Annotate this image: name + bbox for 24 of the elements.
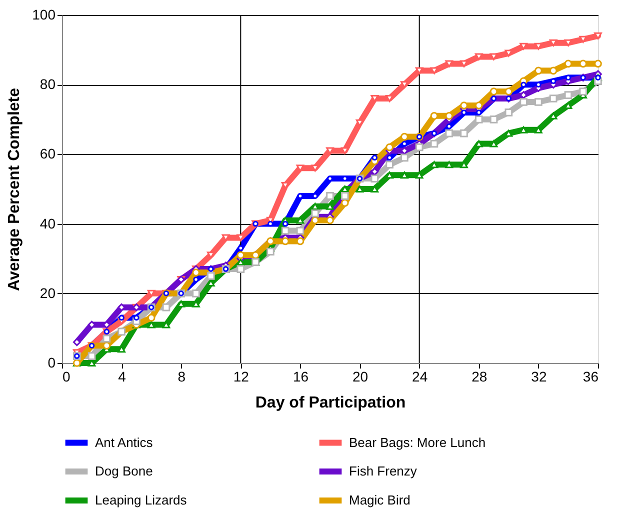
x-axis-title: Day of Participation <box>255 394 406 412</box>
y-tick-label: 80 <box>40 76 56 92</box>
y-tick-label: 100 <box>32 6 56 22</box>
x-tick-label: 8 <box>178 368 186 384</box>
x-tick-label: 16 <box>292 368 309 384</box>
x-tick-label: 12 <box>233 368 250 384</box>
y-axis-title: Average Percent Complete <box>6 88 24 292</box>
y-tick-label: 20 <box>40 284 56 301</box>
y-tick-label: 60 <box>40 146 56 162</box>
legend-label: Fish Frenzy <box>349 464 418 478</box>
x-tick-label: 4 <box>118 368 126 384</box>
legend-label: Leaping Lizards <box>95 492 188 508</box>
x-tick-label: 36 <box>582 368 599 384</box>
x-tick-label: 20 <box>352 368 368 384</box>
x-tick-label: 32 <box>531 368 547 384</box>
y-tick-label: 40 <box>40 215 56 232</box>
legend-label: Ant Antics <box>95 434 154 450</box>
x-tick-label: 28 <box>472 368 488 384</box>
legend-label: Bear Bags: More Lunch <box>349 434 486 450</box>
y-tick-label: 0 <box>48 354 56 370</box>
legend-label: Magic Bird <box>349 492 410 508</box>
x-tick-label: 24 <box>412 368 428 384</box>
x-tick-label: 0 <box>62 368 70 384</box>
legend-label: Dog Bone <box>95 464 153 478</box>
